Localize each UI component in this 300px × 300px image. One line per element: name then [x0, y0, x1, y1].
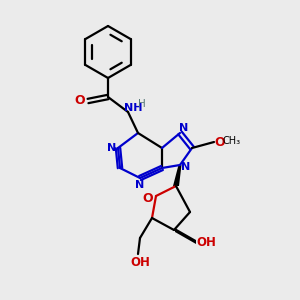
- Text: O: O: [215, 136, 225, 148]
- Text: O: O: [75, 94, 85, 107]
- Text: N: N: [135, 180, 145, 190]
- Text: N: N: [179, 123, 189, 133]
- Text: H: H: [138, 99, 146, 109]
- Text: CH₃: CH₃: [223, 136, 241, 146]
- Text: O: O: [143, 191, 153, 205]
- Text: N: N: [107, 143, 117, 153]
- Text: N: N: [182, 162, 190, 172]
- Text: OH: OH: [130, 256, 150, 268]
- Text: NH: NH: [124, 103, 142, 113]
- Polygon shape: [173, 165, 182, 186]
- Text: OH: OH: [196, 236, 216, 248]
- Polygon shape: [175, 228, 196, 244]
